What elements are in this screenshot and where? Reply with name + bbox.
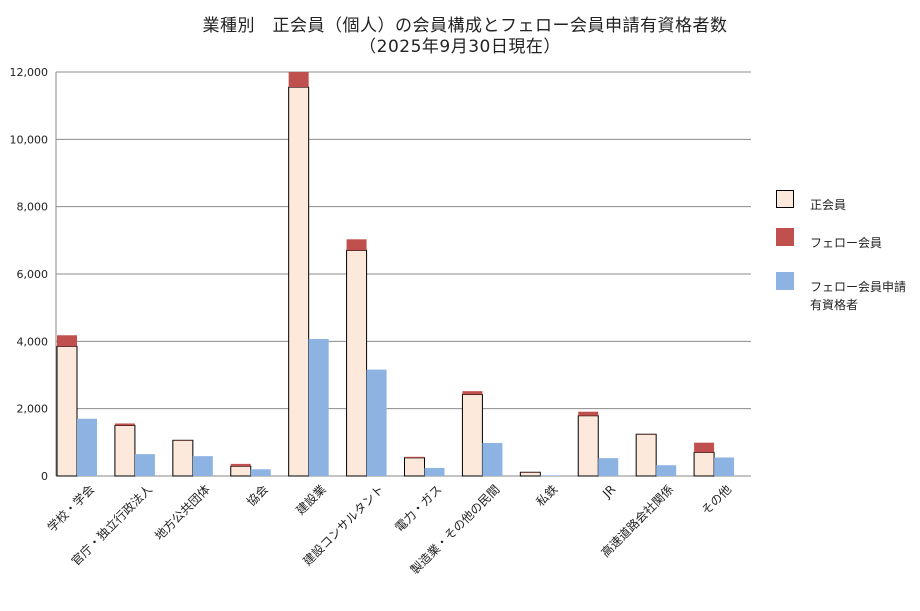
- bar-member: [577, 415, 599, 477]
- legend-swatch: [776, 228, 794, 246]
- legend-swatch: [776, 190, 794, 208]
- bar-member: [172, 439, 194, 477]
- x-category-label: 電力・ガス: [392, 482, 444, 534]
- bar-applicant: [656, 465, 677, 476]
- bar-applicant: [192, 456, 213, 476]
- x-category-label: 私鉄: [533, 482, 561, 510]
- chart-title-line2: （2025年9月30日現在）: [359, 37, 561, 57]
- bar-member: [635, 433, 657, 477]
- bar-member: [114, 425, 136, 477]
- y-tick-label: 10,000: [10, 133, 49, 146]
- bar-fellow: [114, 423, 135, 426]
- bar-applicant: [482, 443, 503, 476]
- bar-fellow: [288, 72, 309, 88]
- bar-fellow: [346, 239, 367, 251]
- x-category-label: 地方公共団体: [151, 482, 213, 544]
- bar-fellow: [578, 411, 599, 416]
- bar-member: [56, 345, 78, 477]
- bar-member: [693, 451, 715, 477]
- bar-fellow: [57, 335, 77, 347]
- bar-applicant: [308, 338, 329, 476]
- x-category-label: 建設業: [293, 482, 329, 518]
- y-tick-label: 4,000: [17, 335, 49, 348]
- bar-member: [346, 249, 368, 477]
- bar-applicant: [250, 469, 271, 476]
- y-tick-label: 6,000: [17, 268, 49, 281]
- legend-swatch: [776, 272, 794, 290]
- bar-applicant: [134, 454, 155, 476]
- bar-fellow: [404, 456, 425, 458]
- legend-label: フェロー会員申請 有資格者: [810, 280, 907, 312]
- bar-applicant: [714, 457, 735, 476]
- chart-title-line1: 業種別 正会員（個人）の会員構成とフェロー会員申請有資格者数: [202, 16, 728, 36]
- bar-fellow: [230, 463, 251, 467]
- y-tick-label: 2,000: [17, 403, 49, 416]
- bar-fellow: [694, 442, 715, 453]
- legend-label: 正会員: [810, 198, 847, 212]
- bar-member: [461, 394, 483, 477]
- bar-applicant: [366, 369, 387, 476]
- bar-member: [288, 86, 310, 477]
- chart-title: 業種別 正会員（個人）の会員構成とフェロー会員申請有資格者数 （2025年9月3…: [0, 16, 920, 58]
- y-tick-label: 8,000: [17, 201, 49, 214]
- bar-applicant: [540, 475, 561, 476]
- bar-fellow: [462, 391, 483, 395]
- bar-member: [404, 457, 425, 477]
- bar-applicant: [598, 458, 619, 476]
- x-category-label: その他: [699, 482, 734, 517]
- bar-member: [230, 465, 252, 477]
- x-category-label: JR: [599, 482, 618, 501]
- y-tick-label: 0: [41, 470, 48, 483]
- x-category-label: 協会: [243, 482, 271, 510]
- legend-label: フェロー会員: [810, 236, 883, 250]
- bar-member: [519, 471, 541, 477]
- bar-applicant: [424, 467, 445, 476]
- bar-applicant: [77, 418, 97, 476]
- x-category-label: 学校・学会: [44, 482, 97, 535]
- y-tick-label: 12,000: [10, 66, 49, 79]
